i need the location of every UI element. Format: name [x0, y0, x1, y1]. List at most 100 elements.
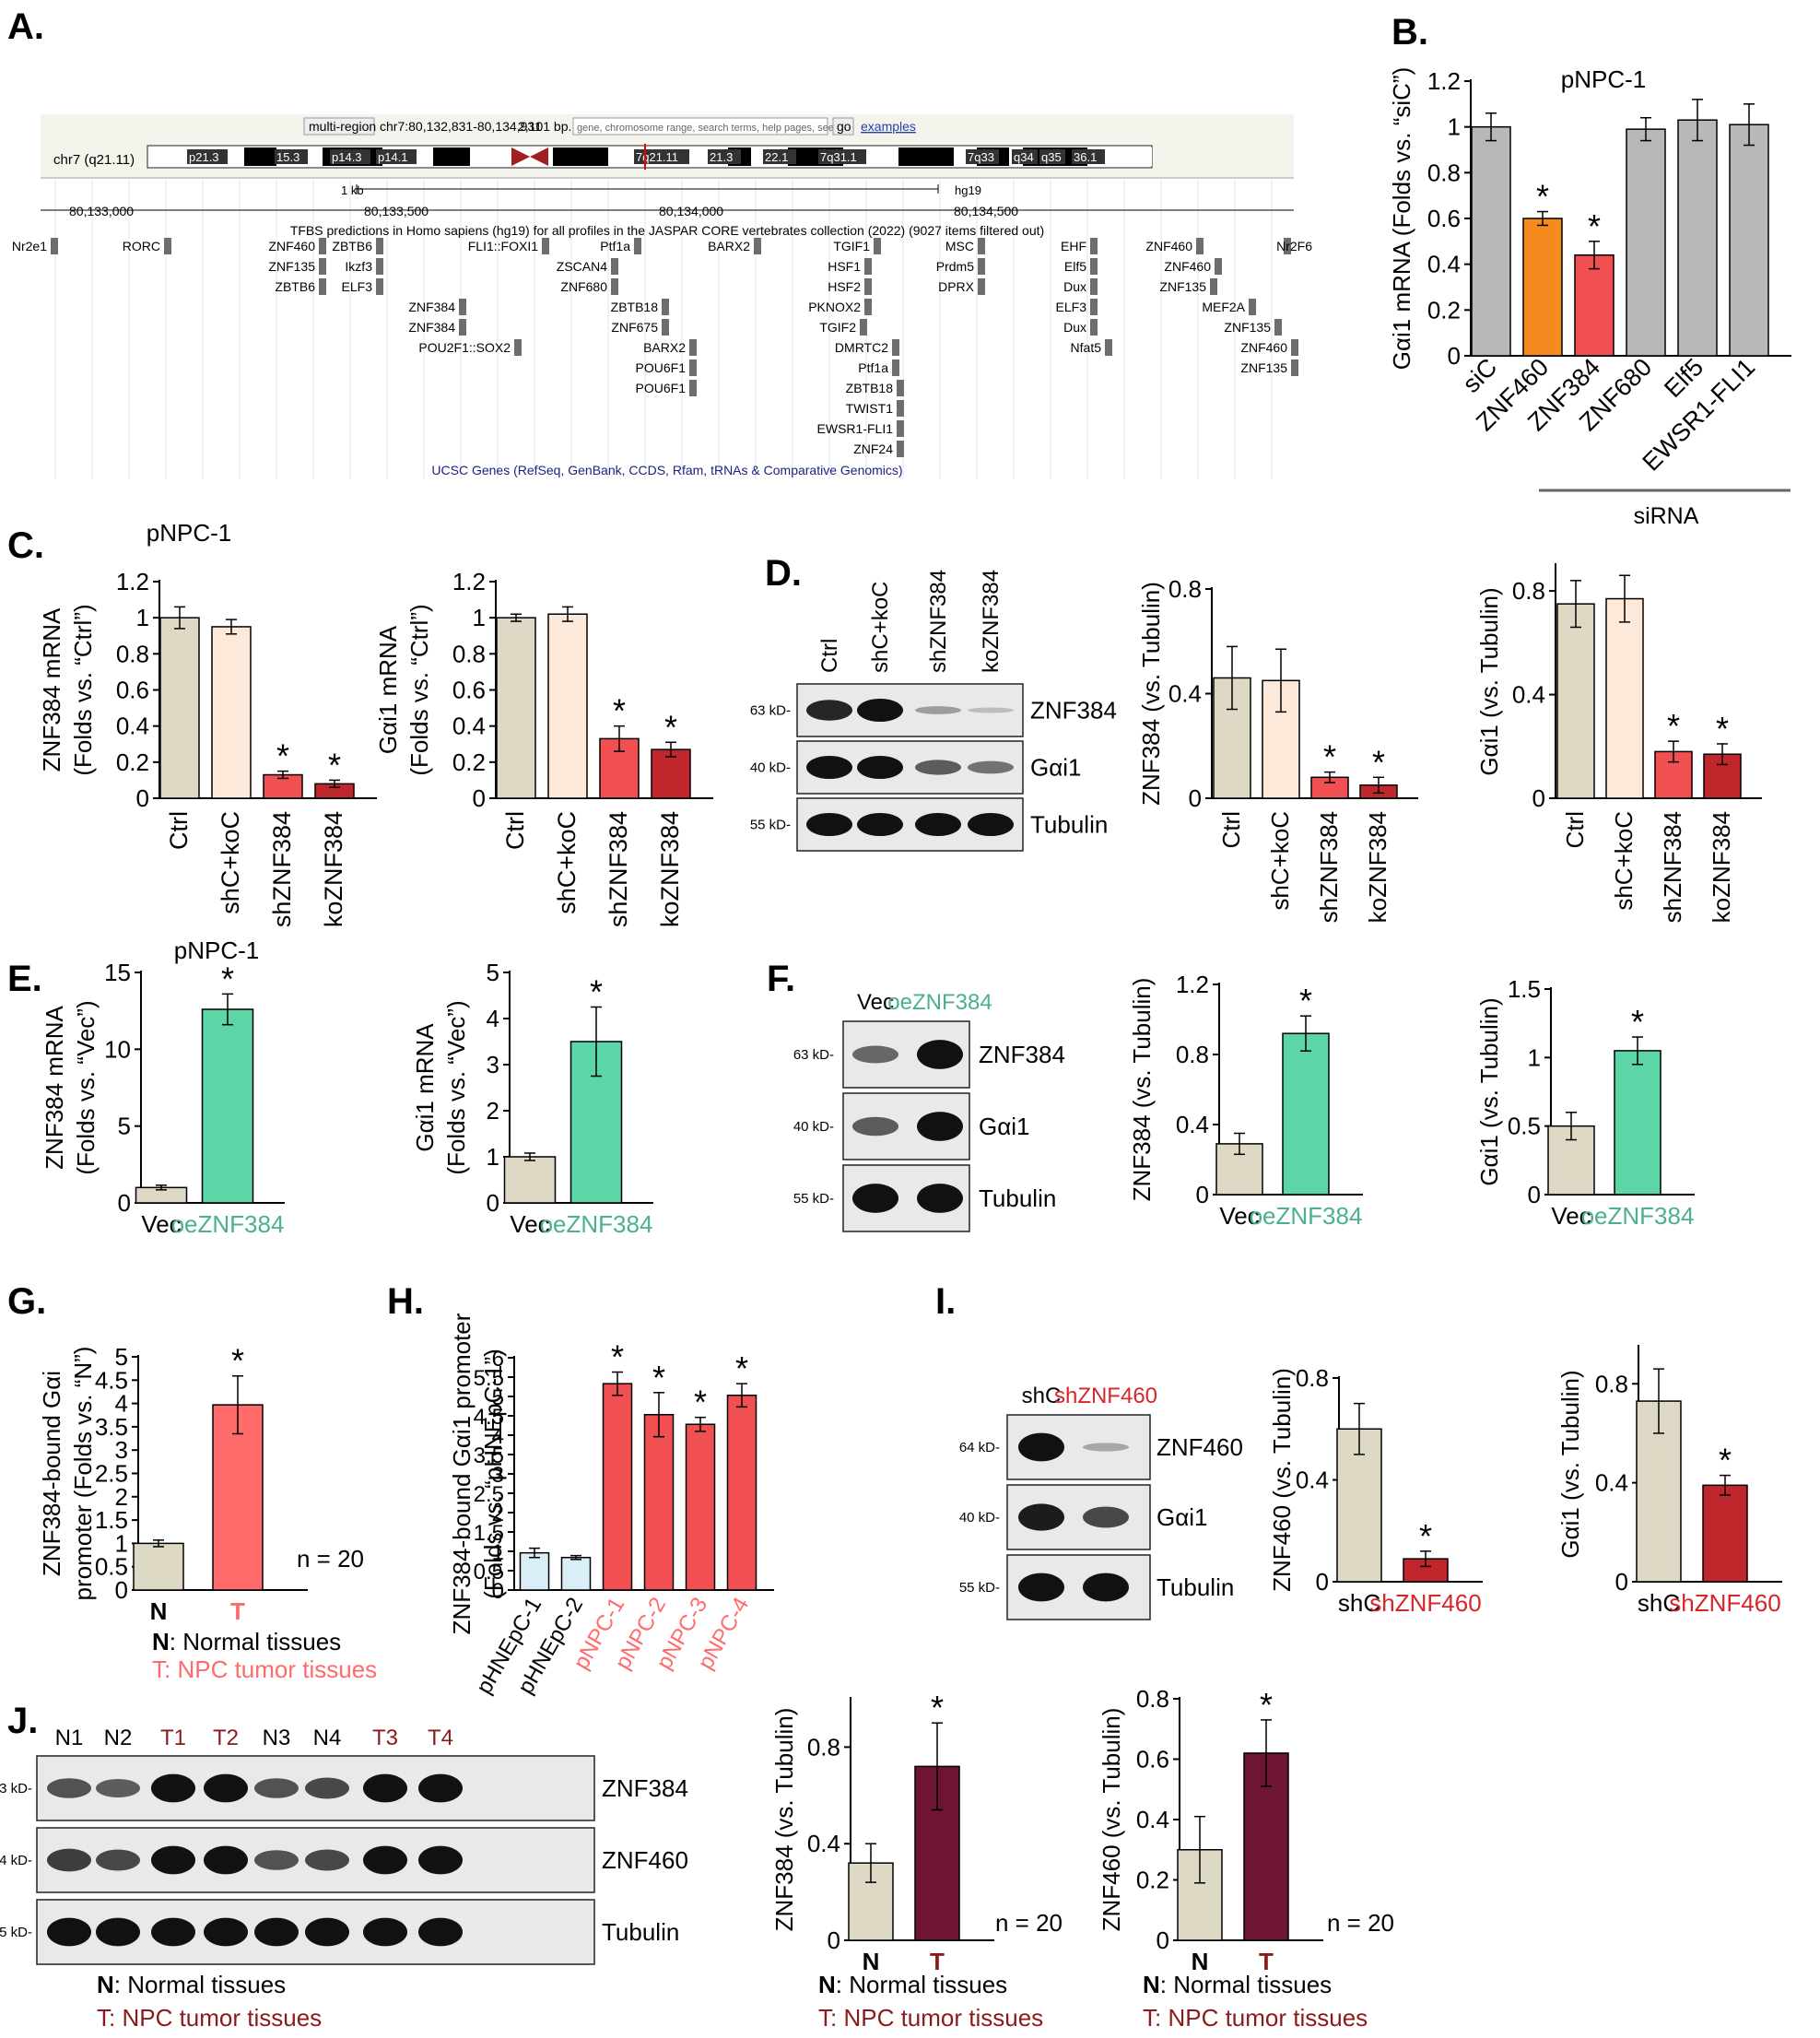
tfbs-label-46: ZNF460 — [1240, 340, 1287, 355]
tfbs-feature-37 — [1090, 278, 1098, 295]
go-button[interactable] — [832, 117, 854, 135]
y-tick-label-2: 0.4 — [1427, 251, 1461, 278]
band-Tubulin-shZNF460 — [1083, 1573, 1129, 1602]
tfbs-feature-16 — [662, 319, 669, 336]
coord-2: 80,133,500 — [364, 204, 429, 218]
y-tick-label-0: 0 — [487, 1189, 499, 1217]
multi-region-button[interactable] — [303, 117, 375, 135]
chart-c2: 0 0.2 0.4 0.6 0.8 1 1.2 Gαi1 mRNA (Folds vs. “Ct… — [374, 568, 713, 927]
band-label-bg-7 — [818, 149, 866, 164]
category-label-shC+koC: shC+koC — [553, 811, 581, 914]
band-label-6: 22.1 — [765, 150, 788, 164]
y-axis-label: (Folds vs. “Vec”) — [442, 1000, 470, 1174]
legend-j3-n-text: : Normal tissues — [1160, 1971, 1332, 1998]
y-tick-label-0: 0 — [473, 784, 486, 812]
y-tick-label-1: 0.2 — [452, 748, 486, 776]
mw-marker-0: 64 kD- — [959, 1440, 1000, 1455]
band-ZNF384-T1 — [151, 1773, 195, 1803]
y-tick-label-1: 0.4 — [1595, 1469, 1628, 1497]
tfbs-feature-23 — [864, 278, 872, 295]
n-label: n = 20 — [1327, 1909, 1394, 1937]
mw-marker-2: 55 kD- — [0, 1925, 32, 1940]
y-axis-label: Gαi1 (vs. Tubulin) — [1475, 587, 1503, 775]
band-ZNF460-T1 — [151, 1845, 195, 1875]
band-Gαi1-shC+koC — [857, 755, 903, 780]
tfbs-label-45: ZNF135 — [1224, 320, 1271, 335]
y-tick-label-2: 0.8 — [1512, 577, 1545, 605]
band-ZNF460-N2 — [96, 1849, 140, 1871]
tfbs-feature-43 — [1210, 278, 1217, 295]
y-tick-label-2: 1 — [115, 1529, 128, 1557]
category-label-Vec: Vec — [510, 1210, 549, 1238]
y-tick-label-1: 0.4 — [1512, 681, 1545, 709]
y-axis-label: ZNF384 (vs. Tubulin) — [1128, 978, 1156, 1202]
band-ZNF460-N4 — [305, 1849, 349, 1871]
category-label-Ctrl: Ctrl — [1561, 811, 1589, 848]
band-label-Gαi1: Gαi1 — [979, 1113, 1030, 1140]
y-tick-label-0: 0 — [492, 1579, 504, 1604]
ideogram-band-15 — [1101, 147, 1152, 166]
tfbs-label-6: Ikzf3 — [345, 259, 372, 274]
band-label-Tubulin: Tubulin — [979, 1184, 1056, 1212]
y-tick-label-4: 0.8 — [452, 640, 486, 667]
y-tick-label-6: 1.2 — [1427, 67, 1461, 95]
band-label-bg-3 — [376, 149, 417, 164]
y-axis-label: ZNF384 (vs. Tubulin) — [770, 1708, 798, 1932]
tfbs-label-11: FLI1::FOXI1 — [468, 239, 538, 253]
mw-marker-1: 40 kD- — [793, 1119, 834, 1135]
tfbs-label-47: ZNF135 — [1240, 360, 1287, 375]
tfbs-label-34: DPRX — [938, 279, 975, 294]
lane-label-N3: N3 — [263, 1726, 291, 1750]
y-axis-label: ZNF460 (vs. Tubulin) — [1098, 1708, 1125, 1932]
category-label-N: N — [1192, 1948, 1209, 1975]
tfbs-label-39: Dux — [1063, 320, 1086, 335]
category-label-shC+koC: shC+koC — [1266, 811, 1294, 911]
y-tick-label-1: 0.5 — [474, 1560, 504, 1584]
tfbs-feature-17 — [689, 339, 697, 356]
significance-star: * — [1372, 743, 1385, 781]
svg-text:N: Normal tissues: N: Normal tissues — [1143, 1971, 1332, 1998]
lane-label-T4: T4 — [428, 1726, 453, 1750]
lane-label-T1: T1 — [160, 1726, 186, 1750]
tfbs-feature-25 — [860, 319, 867, 336]
y-tick-label-4: 0.8 — [1427, 159, 1461, 186]
legend-g-n: N — [152, 1628, 170, 1655]
band-ZNF460-shZNF460 — [1083, 1443, 1129, 1452]
ideogram-band-12 — [898, 147, 954, 166]
examples-link[interactable]: examples — [861, 119, 916, 134]
tfbs-label-9: ZNF384 — [408, 320, 455, 335]
category-label-shZNF384: shZNF384 — [1659, 811, 1686, 923]
legend-j2-t: T — [818, 2004, 833, 2032]
tfbs-label-32: MSC — [945, 239, 974, 253]
y-tick-label-0: 0 — [1157, 1926, 1169, 1954]
band-label-9: q34 — [1014, 150, 1034, 164]
bar-N — [133, 1542, 184, 1591]
tfbs-feature-9 — [459, 319, 466, 336]
chart-title: pNPC-1 — [1561, 65, 1646, 93]
assembly-label: hg19 — [955, 183, 981, 197]
search-input[interactable] — [572, 117, 828, 135]
tfbs-feature-27 — [892, 359, 899, 376]
band-label-Tubulin: Tubulin — [1157, 1573, 1234, 1601]
band-Tubulin-Ctrl — [806, 812, 852, 837]
svg-text:T: NPC tumor tissues: T: NPC tumor tissues — [818, 2004, 1043, 2032]
y-tick-label-3: 0.6 — [1427, 205, 1461, 232]
tfbs-feature-21 — [874, 238, 881, 254]
tfbs-label-15: ZBTB18 — [611, 300, 659, 314]
y-axis-label: ZNF384 (vs. Tubulin) — [1137, 582, 1165, 806]
tfbs-feature-48 — [1284, 238, 1291, 254]
bar-Ctrl — [1556, 603, 1595, 799]
bar-siC — [1471, 125, 1511, 357]
y-tick-label-2: 1 — [492, 1540, 504, 1565]
bar-Ctrl — [496, 617, 536, 799]
lane-label-koZNF384: koZNF384 — [979, 570, 1004, 673]
n-label: n = 20 — [995, 1909, 1063, 1937]
size-readout: 2,101 bp. — [518, 119, 571, 134]
legend-j1-t-text: : NPC tumor tissues — [109, 2004, 322, 2032]
significance-star: * — [1667, 707, 1680, 745]
tfbs-feature-0 — [51, 238, 58, 254]
y-axis-label: promoter (Folds vs. “N”) — [69, 1347, 97, 1601]
lane-label-shC: shC — [1022, 1384, 1062, 1408]
tfbs-label-30: EWSR1-FLI1 — [817, 421, 894, 436]
significance-star: * — [1719, 1442, 1732, 1479]
